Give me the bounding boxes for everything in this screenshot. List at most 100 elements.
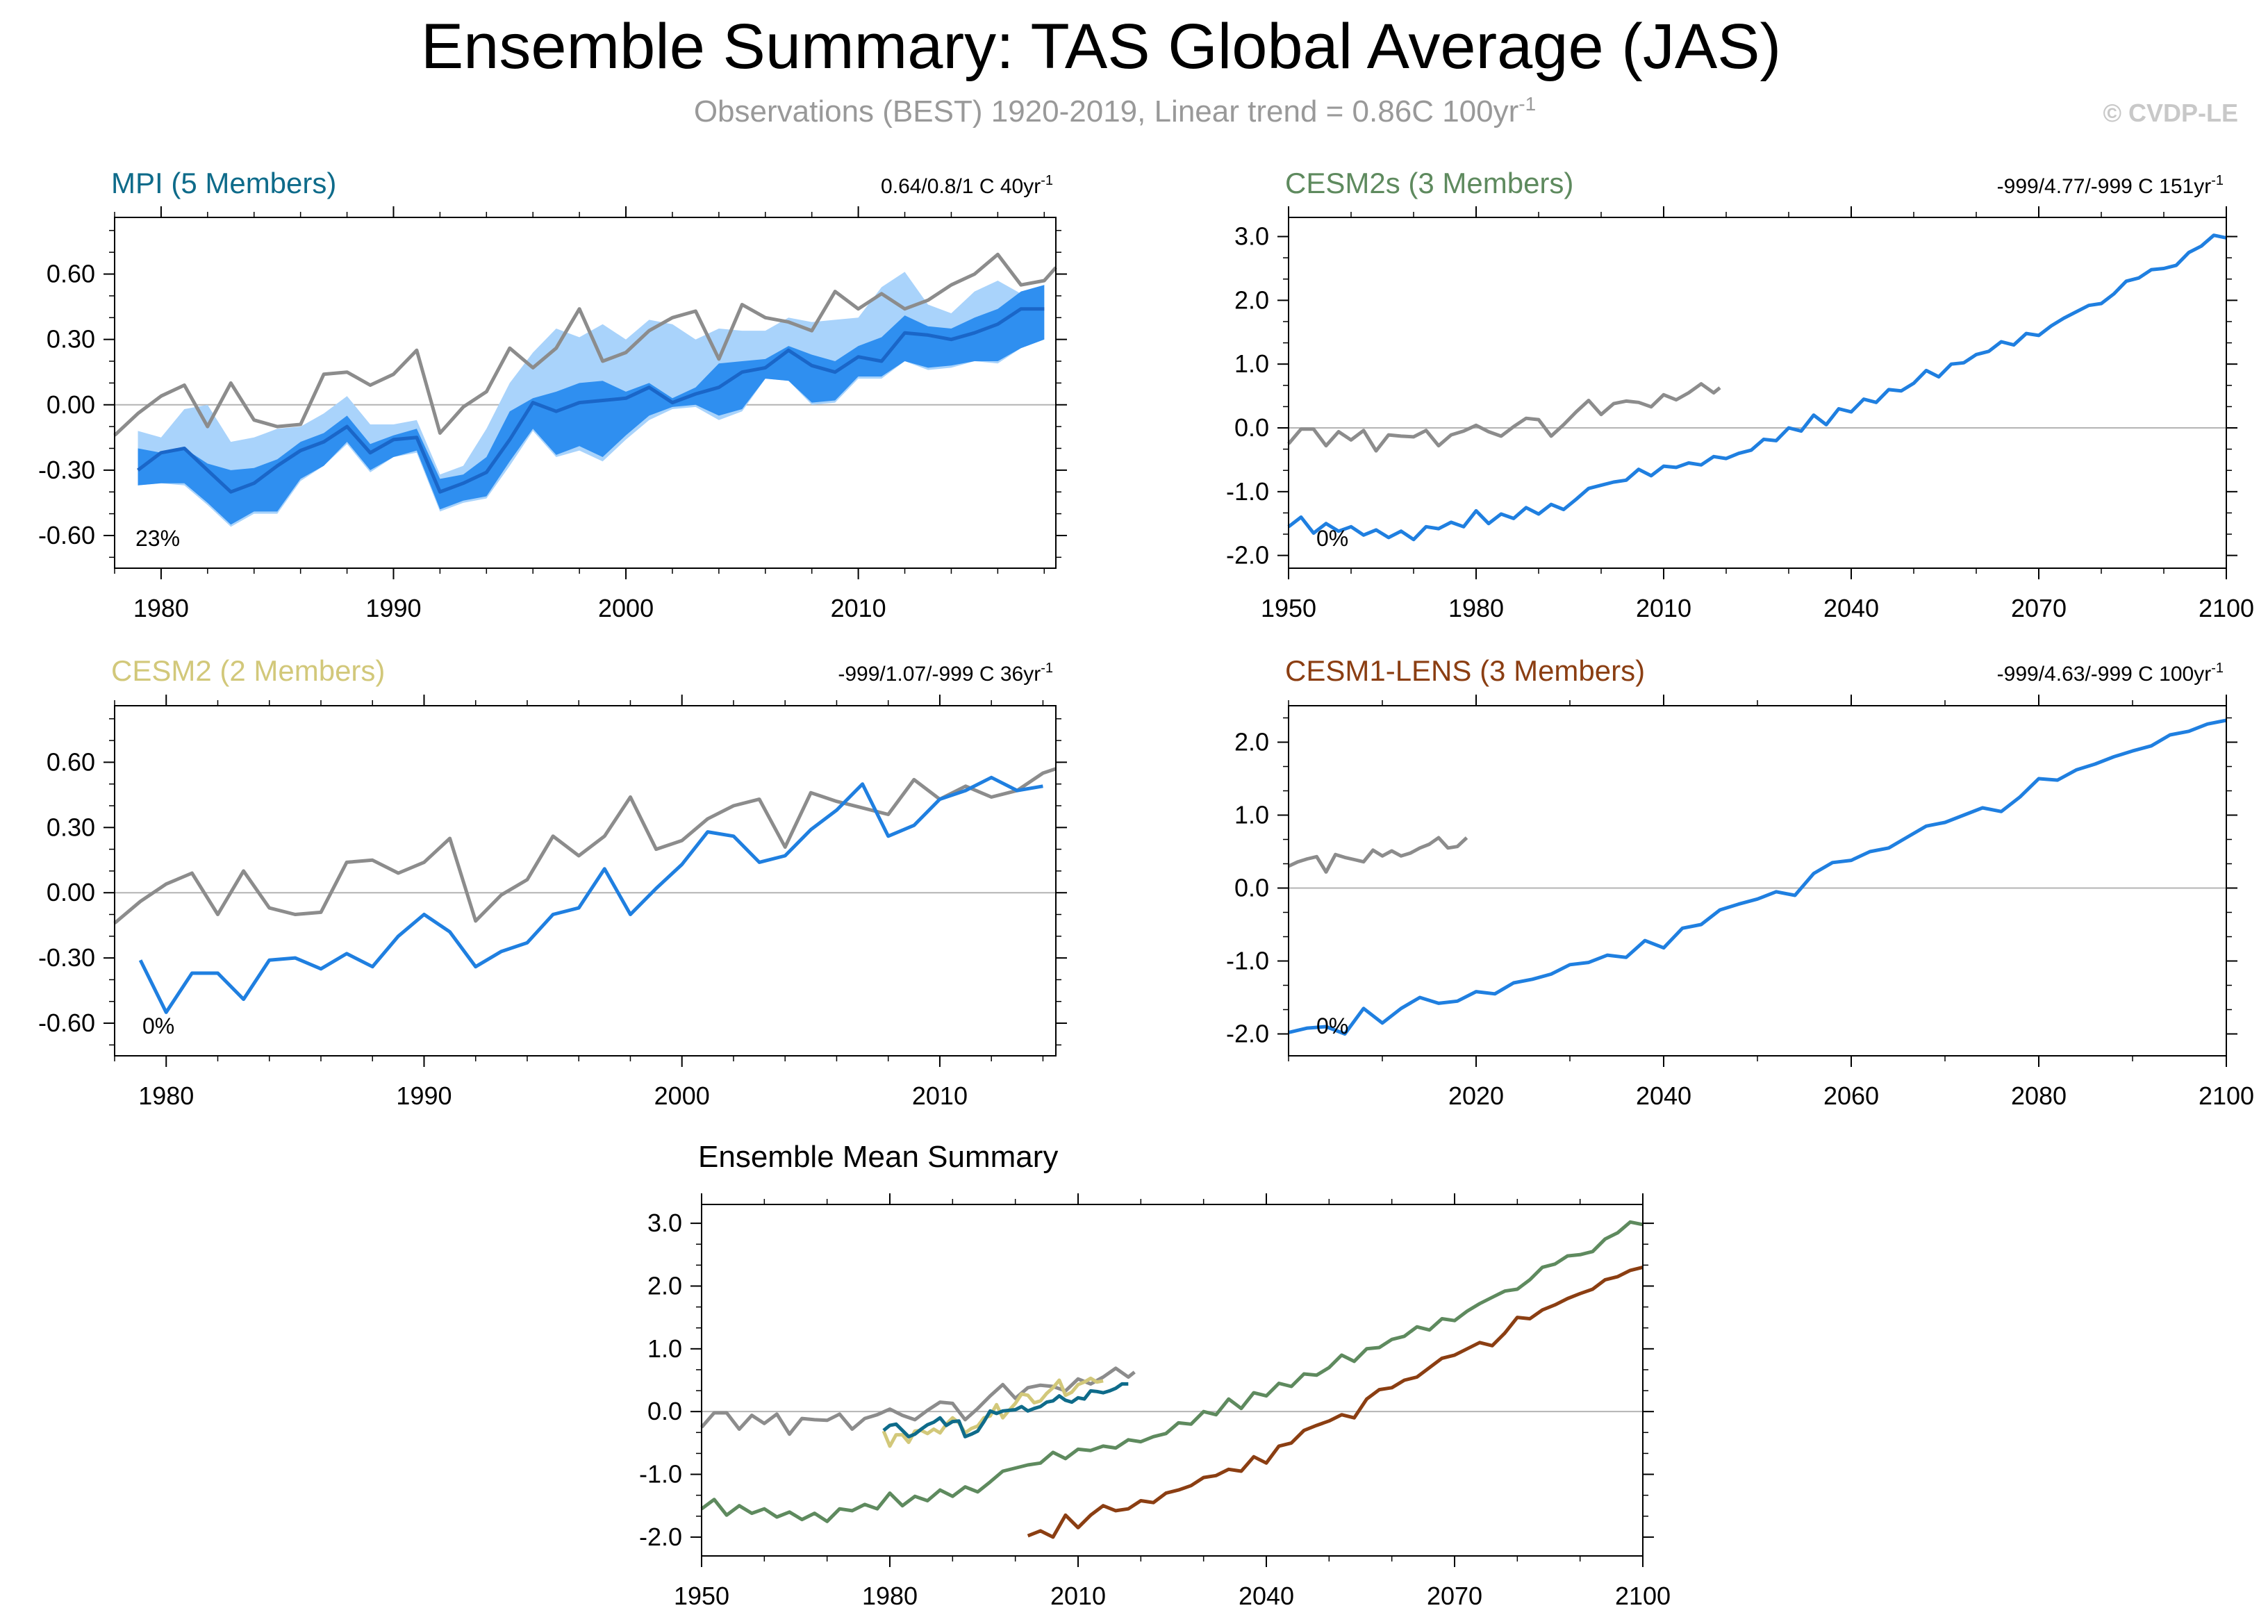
lens-xtick-label: 2040 [1636, 1082, 1691, 1110]
summary-ytick-label: 2.0 [647, 1271, 682, 1300]
lens-xtick-label: 2020 [1448, 1082, 1504, 1110]
panel-cesm2: CESM2 (2 Members) -999/1.07/-999 C 36yr-1… [38, 654, 1067, 1110]
summary-xtick-label: 1950 [674, 1582, 729, 1610]
mpi-plot-frame [114, 217, 1057, 569]
cesm2-ytick-label: 0.30 [47, 813, 95, 841]
cesm2-xtick-label: 2000 [654, 1082, 710, 1110]
panel-lens: CESM1-LENS (3 Members) -999/4.63/-999 C 1… [1226, 654, 2254, 1110]
panel-mpi: MPI (5 Members) 0.64/0.8/1 C 40yr-1 1980 19… [38, 167, 1067, 622]
summary-xtick-label: 2040 [1239, 1582, 1294, 1610]
mpi-spread-interquartile [138, 285, 1045, 525]
lens-ytick-label: 0.0 [1234, 874, 1269, 902]
cesm2s-xtick-label: 1950 [1261, 594, 1316, 622]
summary-series-line-4 [882, 1382, 1129, 1439]
cesm2-percent-annotation: 0% [142, 1013, 174, 1038]
cesm2s-xtick-label: 2100 [2199, 594, 2254, 622]
cesm2-panel-title: CESM2 (2 Members) [111, 654, 385, 687]
cesm2s-xtick-label: 1980 [1448, 594, 1504, 622]
panel-summary: Ensemble Mean Summary 1950 1980 2010 2040 207… [639, 1140, 1671, 1610]
mpi-panel-title: MPI (5 Members) [111, 167, 336, 199]
mpi-ytick-label: 0.30 [47, 325, 95, 354]
mpi-trend-label: 0.64/0.8/1 C 40yr-1 [881, 173, 1053, 198]
cesm2-obs-line [113, 767, 1057, 925]
cesm2-model-line [138, 775, 1043, 1014]
cesm2-xtick-label: 1980 [138, 1082, 194, 1110]
summary-ytick-label: 1.0 [647, 1334, 682, 1363]
mpi-xtick-label: 1980 [133, 594, 189, 622]
mpi-trend-superscript: -1 [1041, 173, 1053, 188]
lens-percent-annotation: 0% [1316, 1013, 1348, 1038]
mpi-ensemble-mean-line [136, 307, 1045, 494]
watermark: © CVDP-LE [2103, 99, 2238, 127]
figure-title: Ensemble Summary: TAS Global Average (JA… [421, 11, 1781, 82]
cesm2s-xtick-label: 2070 [2011, 594, 2067, 622]
cesm2-ytick-label: 0.00 [47, 878, 95, 906]
mpi-xtick-label: 1990 [365, 594, 421, 622]
cesm2s-ytick-label: 2.0 [1234, 285, 1269, 314]
lens-trend-text: -999/4.63/-999 C 100yr [1997, 663, 2212, 686]
summary-xtick-label: 2070 [1427, 1582, 1482, 1610]
summary-ytick-label: -1.0 [639, 1460, 682, 1489]
mpi-obs-line [113, 252, 1057, 437]
cesm2s-ytick-label: 3.0 [1234, 222, 1269, 251]
lens-xtick-label: 2080 [2011, 1082, 2067, 1110]
cesm2s-trend-superscript: -1 [2211, 173, 2224, 188]
cesm2-trend-superscript: -1 [1041, 661, 1053, 676]
cesm2s-ytick-label: 0.0 [1234, 413, 1269, 442]
cesm2s-model-line [1287, 233, 2227, 542]
figure-subtitle: Observations (BEST) 1920-2019, Linear tr… [694, 93, 1536, 129]
cesm2s-plot-frame [1288, 217, 2227, 569]
cesm2-ytick-label: -0.60 [38, 1009, 95, 1037]
summary-series-line-1 [700, 1220, 1644, 1523]
mpi-ytick-label: -0.60 [38, 521, 95, 549]
cesm2-trend-label: -999/1.07/-999 C 36yr-1 [838, 661, 1053, 686]
lens-plot-frame [1288, 705, 2227, 1057]
lens-trend-superscript: -1 [2211, 661, 2224, 676]
lens-xtick-label: 2100 [2199, 1082, 2254, 1110]
panel-cesm2s: CESM2s (3 Members) -999/4.77/-999 C 151yr… [1226, 167, 2254, 622]
lens-ytick-label: 2.0 [1234, 728, 1269, 756]
lens-obs-line [1287, 836, 1468, 874]
lens-ytick-label: -1.0 [1226, 947, 1269, 975]
summary-ytick-label: -2.0 [639, 1523, 682, 1551]
cesm2s-percent-annotation: 0% [1316, 526, 1348, 551]
mpi-ytick-label: -0.30 [38, 456, 95, 484]
mpi-trend-text: 0.64/0.8/1 C 40yr [881, 175, 1041, 198]
mpi-xtick-label: 2000 [598, 594, 654, 622]
lens-ytick-label: -2.0 [1226, 1020, 1269, 1048]
cesm2s-trend-text: -999/4.77/-999 C 151yr [1997, 175, 2212, 198]
summary-series-line-2 [1027, 1265, 1644, 1539]
cesm2-xtick-label: 1990 [396, 1082, 452, 1110]
lens-ytick-label: 1.0 [1234, 801, 1269, 829]
summary-panel-title: Ensemble Mean Summary [698, 1140, 1058, 1174]
summary-xtick-label: 2100 [1615, 1582, 1671, 1610]
cesm2s-ytick-label: 1.0 [1234, 349, 1269, 378]
cesm2-trend-text: -999/1.07/-999 C 36yr [838, 663, 1041, 686]
cesm2s-panel-title: CESM2s (3 Members) [1285, 167, 1573, 199]
lens-trend-label: -999/4.63/-999 C 100yr-1 [1997, 661, 2224, 686]
lens-panel-title: CESM1-LENS (3 Members) [1285, 654, 1645, 687]
summary-series-line-0 [700, 1366, 1136, 1436]
lens-xtick-label: 2060 [1823, 1082, 1879, 1110]
subtitle-superscript: -1 [1518, 93, 1536, 115]
cesm2-ytick-label: -0.30 [38, 943, 95, 972]
mpi-percent-annotation: 23% [135, 526, 180, 551]
cesm2s-ytick-label: -1.0 [1226, 477, 1269, 506]
mpi-ytick-label: 0.00 [47, 390, 95, 419]
cesm2-xtick-label: 2010 [912, 1082, 968, 1110]
summary-ytick-label: 0.0 [647, 1397, 682, 1425]
cesm2s-trend-label: -999/4.77/-999 C 151yr-1 [1997, 173, 2224, 198]
cesm2s-xtick-label: 2010 [1636, 594, 1691, 622]
mpi-xtick-label: 2010 [831, 594, 886, 622]
cesm2s-obs-line [1287, 382, 1721, 453]
summary-xtick-label: 2010 [1050, 1582, 1106, 1610]
summary-xtick-label: 1980 [862, 1582, 918, 1610]
cesm2-plot-frame [114, 705, 1057, 1057]
lens-model-line [1288, 718, 2227, 1036]
cesm2s-ytick-label: -2.0 [1226, 541, 1269, 570]
summary-plot-frame [701, 1204, 1644, 1557]
mpi-ytick-label: 0.60 [47, 260, 95, 288]
cesm2s-xtick-label: 2040 [1823, 594, 1879, 622]
cesm2-ytick-label: 0.60 [47, 747, 95, 776]
